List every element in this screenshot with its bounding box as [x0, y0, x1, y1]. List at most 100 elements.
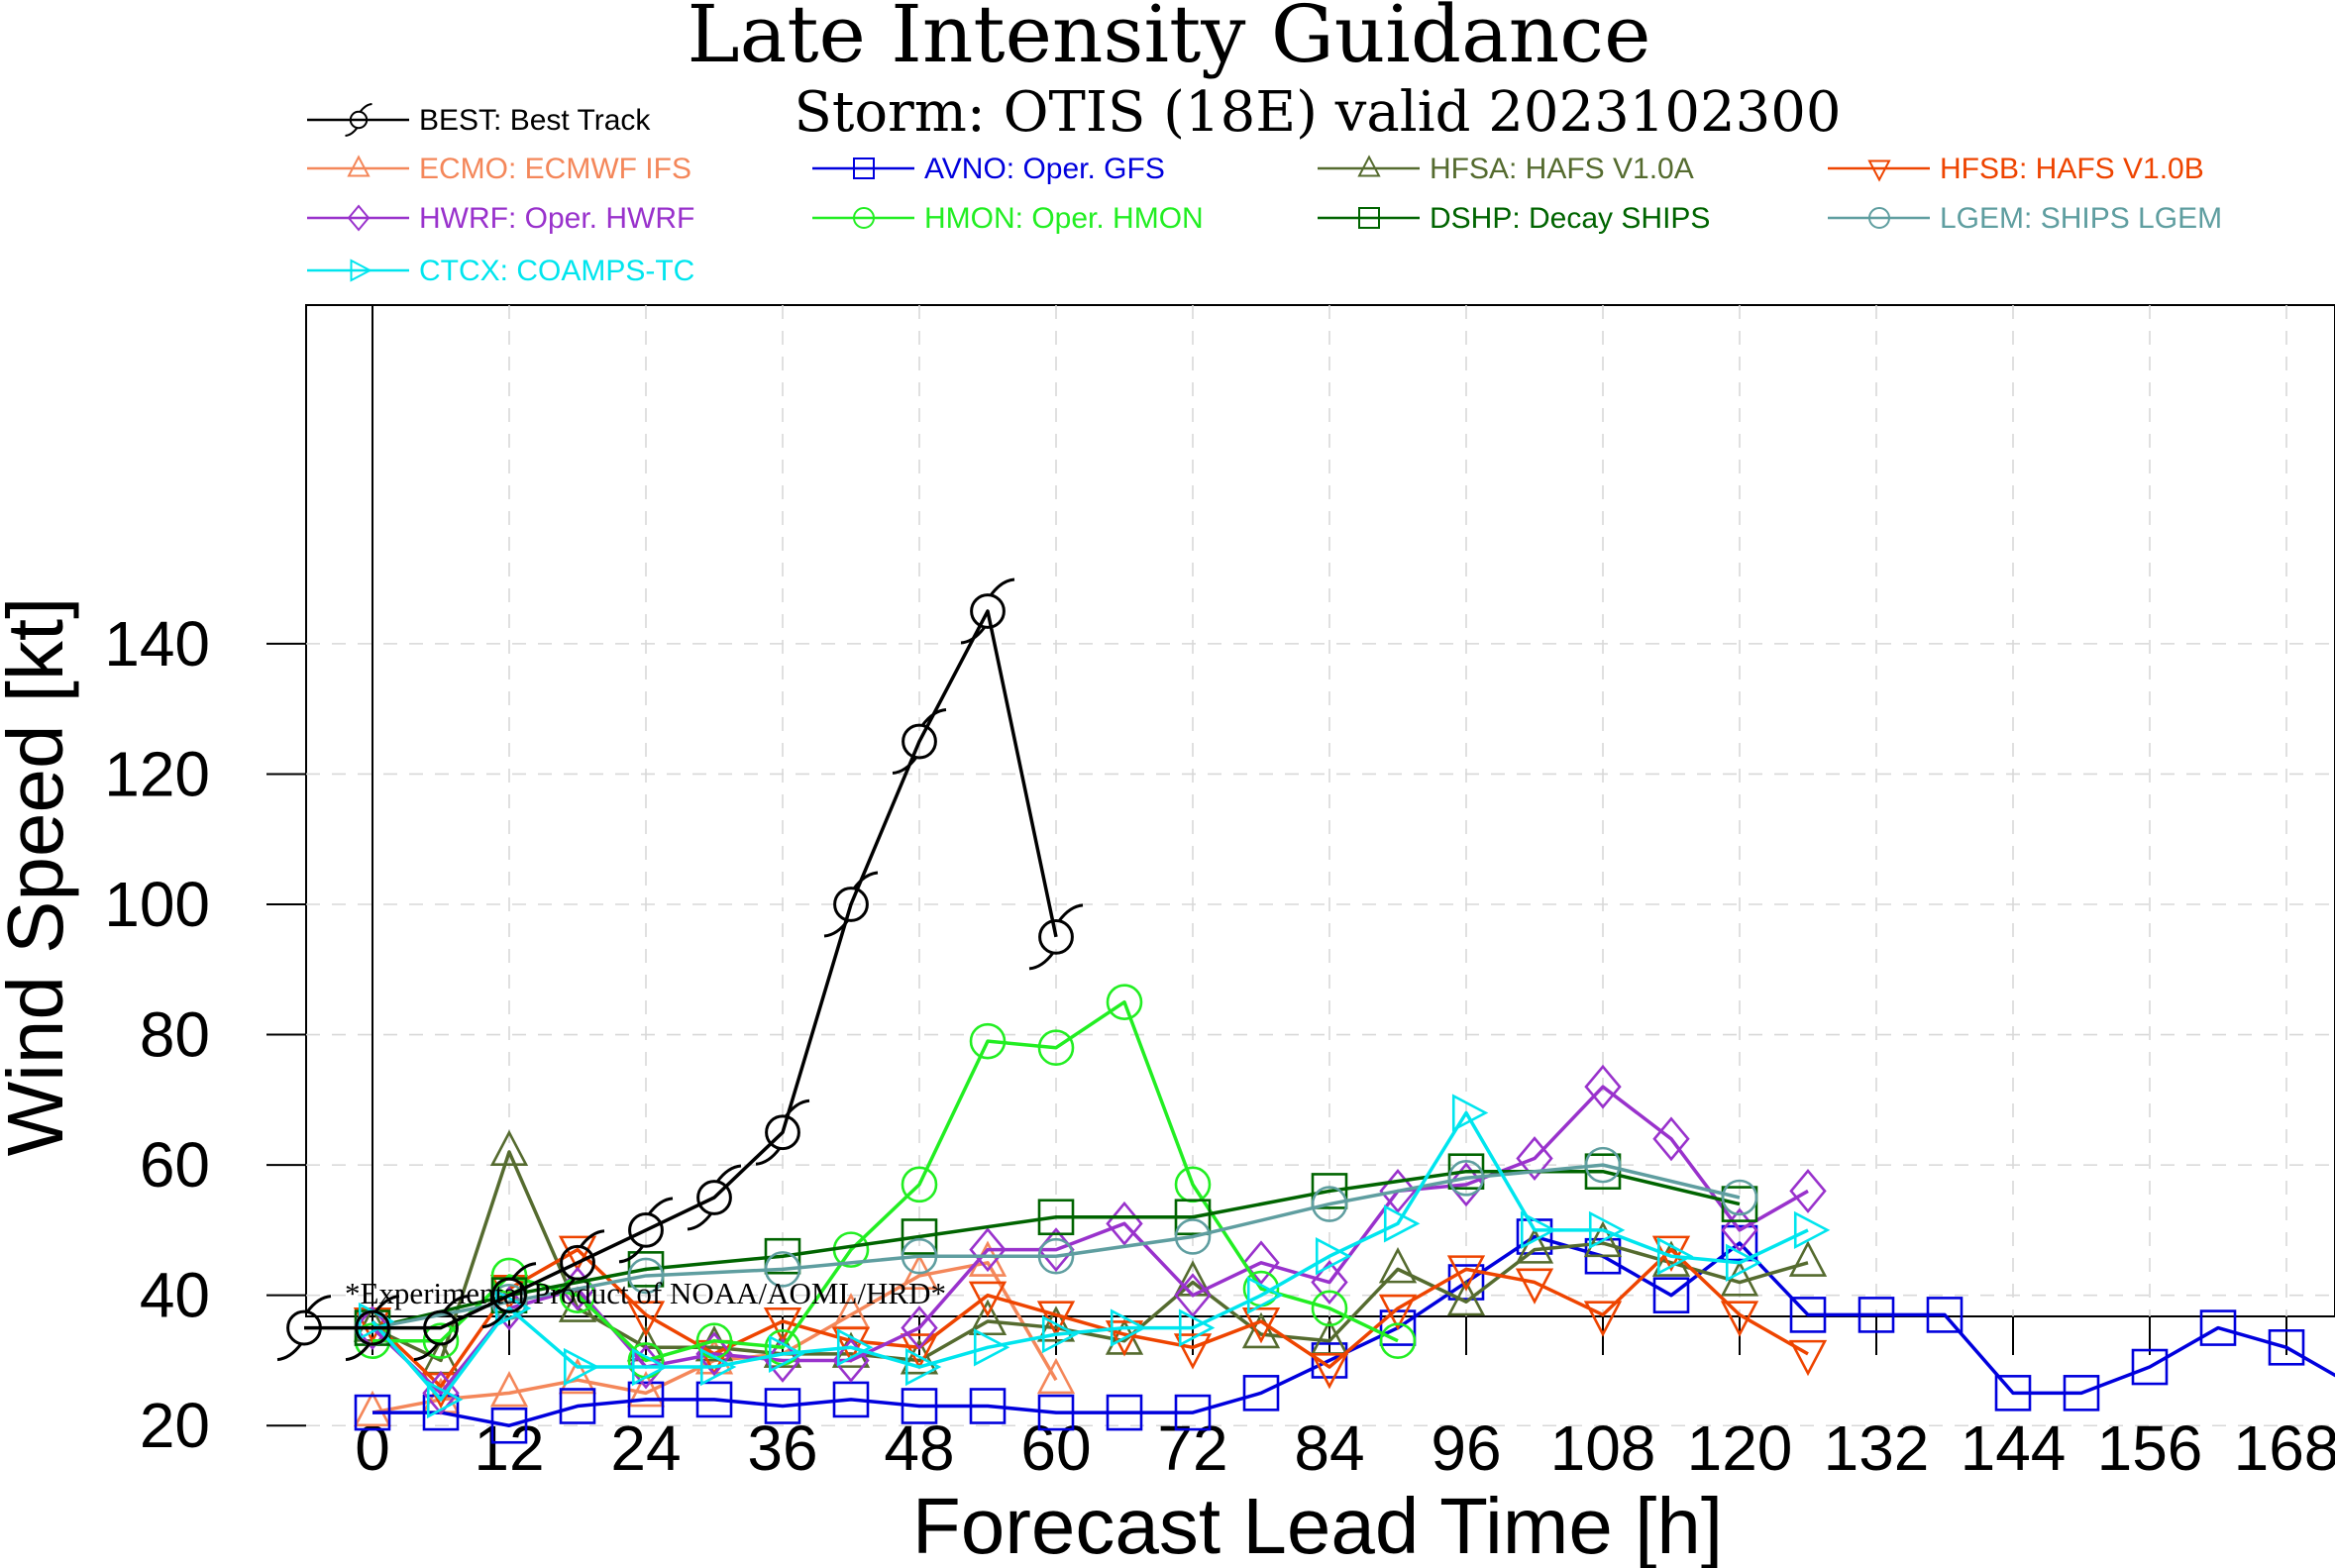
footnote: *Experimental Product of NOAA/AOML/HRD* — [345, 1276, 946, 1310]
data-point-hwrf — [1721, 1207, 1758, 1253]
data-point-avno — [2199, 1309, 2237, 1346]
data-point-ctcx — [768, 1334, 805, 1374]
data-point-ctcx — [1793, 1210, 1831, 1250]
y-tick-label: 120 — [104, 738, 210, 809]
legend-swatch-marker — [347, 204, 371, 232]
data-point-best — [413, 1295, 469, 1362]
data-point-hfsa — [1583, 1220, 1623, 1258]
data-point-lgem — [1037, 1237, 1075, 1275]
x-tick-label: 48 — [884, 1412, 954, 1484]
data-point-ecmo — [626, 1371, 666, 1408]
data-point-hmon — [901, 1166, 938, 1203]
data-point-ctcx — [1520, 1210, 1557, 1250]
legend-swatch-marker — [853, 207, 875, 229]
data-point-hfsb — [900, 1333, 939, 1370]
data-point-best — [755, 1098, 810, 1166]
data-point-dshp — [901, 1218, 938, 1255]
x-tick-label: 96 — [1431, 1412, 1501, 1484]
data-point-avno — [490, 1407, 528, 1444]
data-point-hwrf — [901, 1306, 938, 1351]
data-point-avno — [627, 1381, 665, 1418]
data-point-hmon — [1037, 1029, 1075, 1067]
data-point-ctcx — [1110, 1308, 1147, 1347]
data-point-hwrf — [1789, 1169, 1827, 1213]
data-point-avno — [354, 1394, 391, 1431]
data-point-ctcx — [904, 1347, 942, 1387]
data-point-best — [687, 1164, 742, 1231]
x-tick-label: 84 — [1294, 1412, 1364, 1484]
legend-label: DSHP: Decay SHIPS — [1430, 202, 1710, 235]
data-point-avno — [1447, 1264, 1485, 1301]
data-point-avno — [1721, 1224, 1758, 1262]
data-point-best — [892, 708, 947, 776]
data-point-dshp — [764, 1237, 801, 1275]
y-tick-label: 40 — [140, 1260, 210, 1331]
data-point-hwrf — [1242, 1240, 1280, 1286]
legend-label: LGEM: SHIPS LGEM — [1940, 202, 2222, 235]
data-point-lgem — [901, 1237, 938, 1275]
legend-label: HMON: Oper. HMON — [924, 202, 1204, 235]
x-tick-label: 12 — [474, 1412, 544, 1484]
data-point-ctcx — [1246, 1276, 1284, 1314]
legend-swatch-marker — [350, 259, 372, 282]
legend-label: HFSA: HAFS V1.0A — [1430, 153, 1694, 185]
legend-item-hfsa: HFSA: HAFS V1.0A — [1318, 153, 1694, 185]
data-point-hmon — [969, 1022, 1007, 1060]
y-tick-label: 20 — [140, 1390, 210, 1461]
data-point-lgem — [764, 1251, 801, 1288]
legend-label: HFSB: HAFS V1.0B — [1940, 153, 2204, 185]
data-point-avno — [2268, 1329, 2305, 1366]
data-point-ecmo — [900, 1253, 939, 1290]
data-point-avno — [1994, 1375, 2032, 1411]
data-point-hmon — [1106, 984, 1143, 1020]
data-point-hwrf — [832, 1338, 870, 1383]
x-axis-label: Forecast Lead Time [h] — [912, 1482, 1723, 1568]
data-point-best — [345, 1295, 400, 1362]
data-point-best — [1028, 903, 1084, 971]
series-hmon — [354, 984, 1417, 1379]
y-tick-label: 60 — [140, 1129, 210, 1201]
data-point-lgem — [1721, 1179, 1758, 1216]
y-tick-label: 100 — [104, 869, 210, 940]
data-point-ctcx — [836, 1328, 874, 1367]
data-point-hfsa — [1515, 1227, 1554, 1264]
data-point-hfsb — [1105, 1320, 1144, 1357]
data-point-hfsa — [1036, 1306, 1076, 1342]
data-point-lgem — [1447, 1159, 1485, 1197]
data-point-hfsb — [1720, 1301, 1759, 1337]
data-point-hfsb — [831, 1326, 871, 1364]
data-point-avno — [1789, 1297, 1827, 1333]
series-line-dshp — [371, 1169, 1741, 1330]
data-point-avno — [695, 1381, 733, 1418]
legend-item-avno: AVNO: Oper. GFS — [812, 153, 1165, 185]
data-point-avno — [2131, 1348, 2169, 1386]
data-point-avno — [1311, 1342, 1348, 1379]
data-point-hwrf — [354, 1306, 391, 1351]
data-point-hfsb — [968, 1281, 1008, 1318]
data-point-ecmo — [558, 1357, 597, 1395]
x-tick-label: 108 — [1550, 1412, 1656, 1484]
data-point-ctcx — [1041, 1314, 1079, 1354]
legend-item-ctcx: CTCX: COAMPS-TC — [307, 255, 694, 287]
plot-frame — [305, 304, 2335, 1317]
data-point-hmon — [490, 1257, 528, 1295]
data-point-ctcx — [973, 1328, 1010, 1367]
legend-item-lgem: LGEM: SHIPS LGEM — [1828, 202, 2222, 235]
series-line-lgem — [371, 1163, 1741, 1330]
series-line-ctcx — [371, 1110, 1809, 1402]
legend: BEST: Best Track ECMO: ECMWF IFS AVNO: Ope… — [307, 103, 2222, 287]
data-point-hwrf — [1584, 1064, 1622, 1109]
data-point-avno — [2063, 1375, 2100, 1411]
data-point-ctcx — [631, 1347, 669, 1387]
series-best — [276, 577, 1084, 1362]
data-point-hwrf — [627, 1344, 665, 1390]
data-point-hwrf — [1652, 1116, 1690, 1162]
data-point-avno — [901, 1388, 938, 1424]
series-ctcx — [358, 1094, 1831, 1419]
legend-swatch-marker — [347, 155, 371, 177]
data-point-ctcx — [563, 1347, 600, 1387]
data-point-hfsb — [1241, 1307, 1281, 1344]
data-point-hwrf — [1516, 1136, 1553, 1181]
data-point-avno — [1857, 1297, 1895, 1333]
data-point-best — [550, 1229, 605, 1297]
